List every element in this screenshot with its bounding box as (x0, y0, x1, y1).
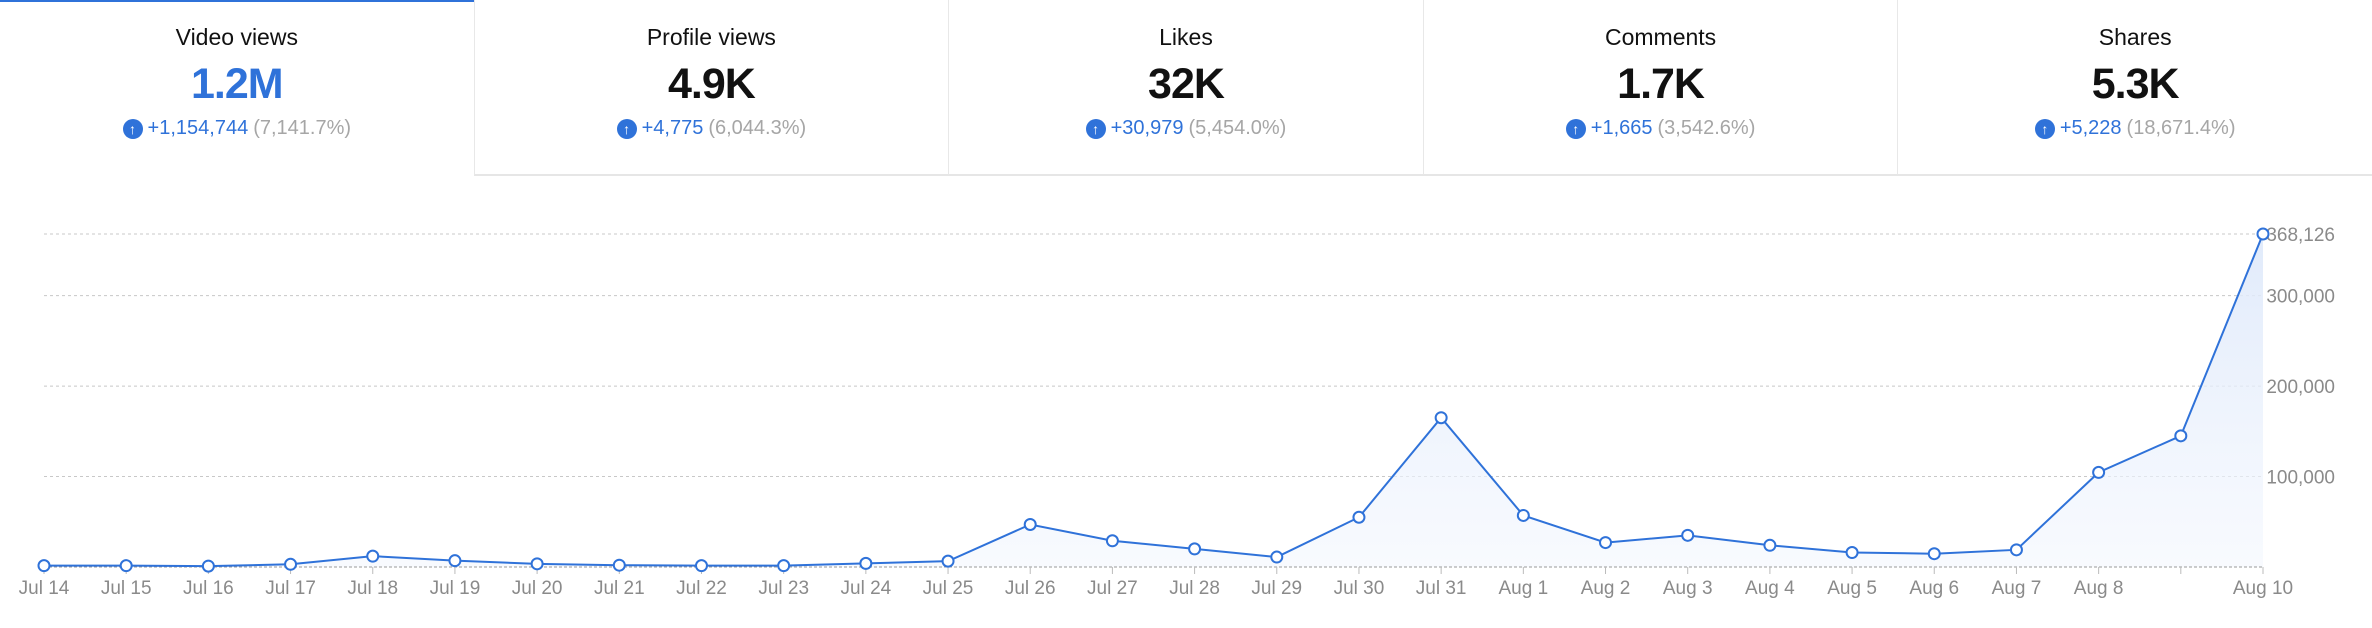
x-tick-label: Jul 16 (183, 578, 234, 599)
x-tick-label: Aug 4 (1745, 578, 1795, 599)
metric-delta: +1,665 (1590, 117, 1653, 139)
data-point (201, 559, 215, 573)
metric-percent: (5,454.0%) (1188, 117, 1287, 139)
metric-value: 4.9K (667, 60, 756, 108)
data-point (1516, 508, 1530, 522)
arrow-up-circle-icon: ↑ (1085, 118, 1106, 139)
x-tick-label: Jul 23 (758, 578, 809, 599)
x-tick-label: Jul 14 (19, 578, 70, 599)
metric-percent: (6,044.3%) (708, 117, 807, 139)
area-fill (44, 234, 2263, 567)
metric-percent: (3,542.6%) (1657, 117, 1756, 139)
metric-percent: (18,671.4%) (2126, 117, 2236, 139)
x-tick-label: Aug 10 (2233, 578, 2293, 599)
data-point (612, 558, 626, 572)
x-tick-label: Jul 25 (923, 578, 974, 599)
metric-value: 5.3K (2091, 60, 2180, 108)
metric-percent: (7,141.7%) (253, 117, 352, 139)
data-point (1599, 536, 1613, 550)
data-point (1188, 542, 1202, 556)
metric-title: Profile views (646, 24, 776, 50)
arrow-up-circle-icon: ↑ (122, 118, 143, 139)
x-tick-label: Aug 7 (1992, 578, 2042, 599)
x-tick-label: Aug 2 (1581, 578, 1631, 599)
metric-change: ↑ +5,228 (18,671.4%) (1898, 117, 2372, 140)
metric-title: Shares (2098, 24, 2172, 50)
data-point (1434, 411, 1448, 425)
data-point (1270, 550, 1284, 564)
data-point (2256, 227, 2270, 241)
x-tick-label: Aug 8 (2074, 578, 2124, 599)
x-tick-label: Aug 5 (1827, 578, 1877, 599)
metric-tabs: Video views 1.2M ↑ +1,154,744 (7,141.7%) Pr… (0, 0, 2372, 176)
data-point (694, 559, 708, 573)
metric-tab-likes[interactable]: Likes 32K ↑ +30,979 (5,454.0%) (948, 0, 1423, 176)
data-point (119, 559, 133, 573)
metric-change: ↑ +30,979 (5,454.0%) (949, 117, 1423, 140)
x-tick-label: Jul 31 (1416, 578, 1467, 599)
data-point (2009, 543, 2023, 557)
arrow-up-circle-icon: ↑ (1565, 118, 1586, 139)
arrow-up-circle-icon: ↑ (2034, 118, 2055, 139)
y-tick-label: 300,000 (2266, 287, 2335, 308)
data-point (530, 557, 544, 571)
x-tick-label: Jul 18 (347, 578, 398, 599)
arrow-up-circle-icon: ↑ (616, 118, 637, 139)
metric-change: ↑ +1,154,744 (7,141.7%) (0, 117, 474, 140)
metric-delta: +5,228 (2059, 117, 2122, 139)
x-tick-label: Jul 24 (841, 578, 892, 599)
x-tick-label: Jul 19 (430, 578, 481, 599)
metric-delta: +4,775 (641, 117, 704, 139)
metric-tab-shares[interactable]: Shares 5.3K ↑ +5,228 (18,671.4%) (1897, 0, 2372, 176)
metric-value: 32K (1148, 60, 1225, 108)
data-point (37, 559, 51, 573)
x-tick-label: Jul 26 (1005, 578, 1056, 599)
data-point (366, 549, 380, 563)
data-point (1845, 546, 1859, 560)
x-tick-label: Aug 6 (1909, 578, 1959, 599)
metric-value: 1.7K (1617, 60, 1705, 108)
data-point (2174, 429, 2188, 443)
data-point (1352, 510, 1366, 524)
metric-delta: +30,979 (1110, 117, 1184, 139)
x-tick-label: Jul 20 (512, 578, 563, 599)
metric-delta: +1,154,744 (147, 117, 249, 139)
x-tick-label: Jul 29 (1251, 578, 1302, 599)
x-tick-label: Jul 15 (101, 578, 152, 599)
metric-tab-profile-views[interactable]: Profile views 4.9K ↑ +4,775 (6,044.3%) (473, 0, 949, 176)
y-tick-label: 100,000 (2266, 468, 2335, 489)
data-point (777, 559, 791, 573)
metric-tab-comments[interactable]: Comments 1.7K ↑ +1,665 (3,542.6%) (1422, 0, 1898, 176)
metric-title: Video views (175, 24, 298, 50)
metric-title: Likes (1159, 24, 1213, 50)
metric-change: ↑ +1,665 (3,542.6%) (1424, 117, 1898, 140)
x-tick-label: Jul 28 (1169, 578, 1220, 599)
data-point (284, 557, 298, 571)
series-line (44, 233, 2264, 568)
x-tick-label: Jul 21 (594, 578, 645, 599)
data-point (1763, 538, 1777, 552)
metric-tab-video-views[interactable]: Video views 1.2M ↑ +1,154,744 (7,141.7%) (0, 0, 474, 176)
metric-value: 1.2M (190, 60, 284, 108)
y-tick-label: 368,126 (2266, 225, 2335, 246)
metric-change: ↑ +4,775 (6,044.3%) (475, 117, 949, 140)
data-point (1681, 528, 1695, 542)
x-tick-label: Aug 1 (1499, 578, 1549, 599)
x-tick-label: Jul 17 (265, 578, 316, 599)
x-tick-label: Jul 22 (676, 578, 727, 599)
data-point (1105, 534, 1119, 548)
data-point (448, 554, 462, 568)
data-point (941, 554, 955, 568)
data-point (2092, 465, 2106, 479)
x-tick-label: Jul 30 (1334, 578, 1385, 599)
data-point (859, 556, 873, 570)
data-point (1023, 517, 1037, 531)
metric-title: Comments (1604, 24, 1717, 50)
x-tick-label: Jul 27 (1087, 578, 1138, 599)
data-point (1927, 547, 1941, 561)
y-tick-label: 200,000 (2266, 377, 2335, 398)
x-tick-label: Aug 3 (1663, 578, 1713, 599)
